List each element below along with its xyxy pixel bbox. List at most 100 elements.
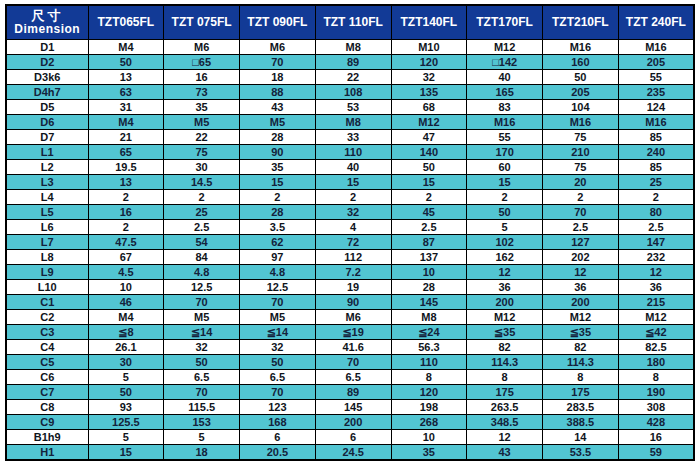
table-row-l5: L51625283245507080 (6, 204, 694, 219)
value-cell: 19.5 (88, 159, 164, 174)
value-cell: 28 (391, 279, 467, 294)
value-cell: 87 (391, 234, 467, 249)
value-cell: 32 (164, 339, 240, 354)
value-cell: 70 (315, 354, 391, 369)
value-cell: 40 (315, 159, 391, 174)
value-cell: 82 (467, 339, 543, 354)
value-cell: 215 (618, 294, 694, 309)
value-cell: 4.5 (88, 264, 164, 279)
row-label: D5 (6, 99, 88, 114)
value-cell: 73 (164, 84, 240, 99)
value-cell: 56.3 (391, 339, 467, 354)
value-cell: 137 (391, 249, 467, 264)
value-cell: 175 (467, 384, 543, 399)
value-cell: M8 (315, 114, 391, 129)
table-row-c6: C656.56.56.58888 (6, 369, 694, 384)
value-cell: ≦35 (543, 324, 619, 339)
value-cell: 2.5 (164, 219, 240, 234)
value-cell: 6.5 (240, 369, 316, 384)
table-row-d1: D1M4M6M6M8M10M12M16M16 (6, 39, 694, 54)
value-cell: 268 (391, 414, 467, 429)
value-cell: M5 (164, 309, 240, 324)
value-cell: 135 (391, 84, 467, 99)
value-cell: 50 (543, 69, 619, 84)
row-label: L2 (6, 159, 88, 174)
value-cell: 70 (240, 294, 316, 309)
value-cell: 2 (88, 189, 164, 204)
value-cell: 112 (315, 249, 391, 264)
value-cell: 85 (618, 159, 694, 174)
value-cell: 63 (88, 84, 164, 99)
row-label: L9 (6, 264, 88, 279)
value-cell: 59 (618, 444, 694, 460)
value-cell: 13 (88, 174, 164, 189)
value-cell: 80 (618, 204, 694, 219)
value-cell: 30 (164, 159, 240, 174)
value-cell: 25 (164, 204, 240, 219)
value-cell: 89 (315, 384, 391, 399)
row-label: C5 (6, 354, 88, 369)
value-cell: 75 (164, 144, 240, 159)
value-cell: 2 (164, 189, 240, 204)
value-cell: ≦19 (315, 324, 391, 339)
row-label: D1 (6, 39, 88, 54)
value-cell: 50 (391, 159, 467, 174)
value-cell: ≦14 (240, 324, 316, 339)
value-cell: 198 (391, 399, 467, 414)
value-cell: 30 (88, 354, 164, 369)
value-cell: 8 (618, 369, 694, 384)
value-cell: 2 (88, 219, 164, 234)
value-cell: 2 (618, 189, 694, 204)
value-cell: 13 (88, 69, 164, 84)
value-cell: 12.5 (164, 279, 240, 294)
value-cell: ≦14 (164, 324, 240, 339)
value-cell: 348.5 (467, 414, 543, 429)
value-cell: 47 (391, 129, 467, 144)
value-cell: 263.5 (467, 399, 543, 414)
value-cell: 2.5 (618, 219, 694, 234)
value-cell: 2 (543, 189, 619, 204)
value-cell: 24.5 (315, 444, 391, 460)
value-cell: 5 (467, 219, 543, 234)
table-row-c4: C426.1323241.656.3828282.5 (6, 339, 694, 354)
value-cell: 90 (315, 294, 391, 309)
value-cell: 205 (543, 84, 619, 99)
value-cell: M5 (164, 114, 240, 129)
value-cell: 22 (164, 129, 240, 144)
table-row-d5: D5313543536883104124 (6, 99, 694, 114)
table-row-l6: L622.53.542.552.52.5 (6, 219, 694, 234)
value-cell: 308 (618, 399, 694, 414)
value-cell: 114.3 (467, 354, 543, 369)
value-cell: M4 (88, 39, 164, 54)
value-cell: 36 (467, 279, 543, 294)
value-cell: M4 (88, 309, 164, 324)
value-cell: 12 (618, 264, 694, 279)
value-cell: 67 (88, 249, 164, 264)
value-cell: M6 (240, 39, 316, 54)
value-cell: 75 (543, 129, 619, 144)
table-row-c1: C146707090145200200215 (6, 294, 694, 309)
dimension-table-wrapper: 尺寸 Dimension TZT065FLTZT 075FLTZT 090FLT… (0, 0, 700, 461)
column-header-tzt140fl: TZT140FL (391, 5, 467, 39)
value-cell: 104 (543, 99, 619, 114)
value-cell: 12 (467, 429, 543, 444)
value-cell: M12 (467, 309, 543, 324)
value-cell: 45 (391, 204, 467, 219)
value-cell: 36 (543, 279, 619, 294)
value-cell: 127 (543, 234, 619, 249)
value-cell: 82.5 (618, 339, 694, 354)
value-cell: M12 (391, 114, 467, 129)
value-cell: 145 (391, 294, 467, 309)
value-cell: 50 (164, 354, 240, 369)
value-cell: 53 (315, 99, 391, 114)
row-label: L6 (6, 219, 88, 234)
value-cell: 35 (240, 159, 316, 174)
value-cell: 50 (467, 204, 543, 219)
value-cell: 22 (315, 69, 391, 84)
table-row-l7: L747.554627287102127147 (6, 234, 694, 249)
table-row-l2: L219.530354050607585 (6, 159, 694, 174)
value-cell: 110 (315, 144, 391, 159)
value-cell: 162 (467, 249, 543, 264)
value-cell: M8 (391, 309, 467, 324)
table-row-l10: L101012.512.51928363636 (6, 279, 694, 294)
